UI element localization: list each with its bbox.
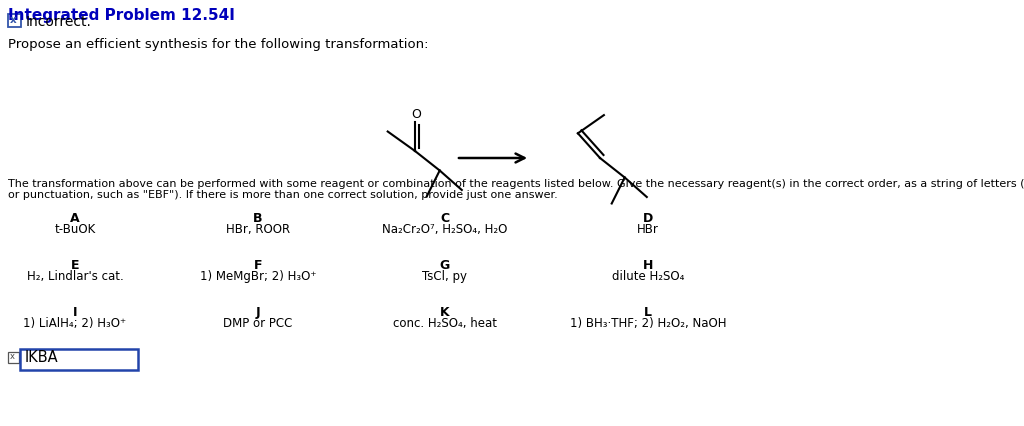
Text: IKBA: IKBA — [25, 350, 58, 365]
Text: dilute H₂SO₄: dilute H₂SO₄ — [611, 270, 684, 283]
Text: I: I — [73, 306, 77, 319]
Text: TsCl, py: TsCl, py — [423, 270, 468, 283]
Text: DMP or PCC: DMP or PCC — [223, 317, 293, 330]
Text: J: J — [256, 306, 260, 319]
Text: x: x — [10, 352, 15, 361]
Bar — [8, 352, 19, 363]
Text: Integrated Problem 12.54I: Integrated Problem 12.54I — [8, 8, 234, 23]
Text: D: D — [643, 212, 653, 225]
Text: B: B — [253, 212, 263, 225]
Text: E: E — [71, 259, 79, 272]
Text: O: O — [411, 108, 421, 121]
Text: 1) BH₃·THF; 2) H₂O₂, NaOH: 1) BH₃·THF; 2) H₂O₂, NaOH — [569, 317, 726, 330]
Text: H₂, Lindlar's cat.: H₂, Lindlar's cat. — [27, 270, 123, 283]
Bar — [8, 14, 22, 27]
Text: HBr, ROOR: HBr, ROOR — [226, 223, 290, 236]
Text: x: x — [10, 15, 16, 25]
Bar — [20, 349, 138, 370]
Text: The transformation above can be performed with some reagent or combination of th: The transformation above can be performe… — [8, 179, 1024, 189]
Text: 1) LiAlH₄; 2) H₃O⁺: 1) LiAlH₄; 2) H₃O⁺ — [24, 317, 127, 330]
Text: F: F — [254, 259, 262, 272]
Text: Na₂Cr₂O⁷, H₂SO₄, H₂O: Na₂Cr₂O⁷, H₂SO₄, H₂O — [382, 223, 508, 236]
Text: G: G — [440, 259, 451, 272]
Text: K: K — [440, 306, 450, 319]
Text: H: H — [643, 259, 653, 272]
Text: or punctuation, such as "EBF"). If there is more than one correct solution, prov: or punctuation, such as "EBF"). If there… — [8, 190, 558, 200]
Text: 1) MeMgBr; 2) H₃O⁺: 1) MeMgBr; 2) H₃O⁺ — [200, 270, 316, 283]
Text: L: L — [644, 306, 652, 319]
Text: Incorrect.: Incorrect. — [26, 15, 92, 29]
Text: C: C — [440, 212, 450, 225]
Text: conc. H₂SO₄, heat: conc. H₂SO₄, heat — [393, 317, 497, 330]
Text: Propose an efficient synthesis for the following transformation:: Propose an efficient synthesis for the f… — [8, 38, 428, 51]
Text: t-BuOK: t-BuOK — [54, 223, 95, 236]
Text: HBr: HBr — [637, 223, 658, 236]
Text: A: A — [71, 212, 80, 225]
